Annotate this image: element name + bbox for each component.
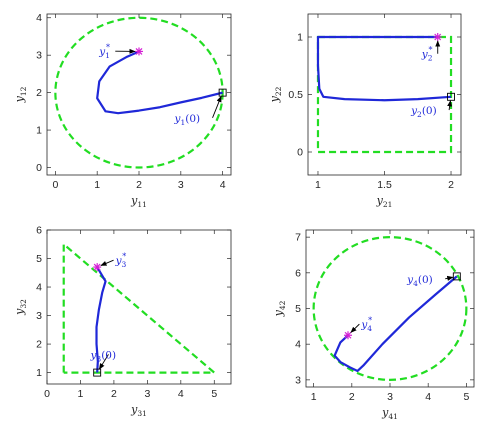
x-axis-label: y11	[130, 194, 147, 209]
trajectory-line	[333, 275, 458, 373]
y-tick-label: 4	[36, 282, 42, 294]
start-marker	[218, 88, 227, 97]
x-tick-label: 3	[387, 391, 393, 403]
x-tick-label: 1	[78, 388, 84, 400]
y-tick-label: 3	[36, 50, 42, 62]
y-tick-label: 0	[36, 162, 42, 174]
y-tick-label: 7	[295, 232, 301, 244]
start-label: y4(0)	[406, 274, 433, 288]
target-label: y2*	[421, 46, 433, 63]
y-tick-label: 3	[36, 310, 42, 322]
subplot-2: y2* y2(0) 1 1.5 2 0 0.5 1 y21 y22	[268, 13, 462, 209]
start-label: y2(0)	[410, 105, 437, 119]
target-marker	[93, 263, 102, 272]
trajectory-line	[316, 35, 452, 102]
annotation-arrow	[100, 259, 114, 266]
axes-box	[305, 229, 475, 388]
x-tick-label: 2	[448, 179, 454, 191]
y-axis-label: y22	[268, 86, 283, 103]
boundary-circle	[54, 16, 224, 169]
start-label: y3(0)	[89, 349, 116, 363]
start-label: y1(0)	[174, 113, 201, 127]
annotation-arrow	[98, 354, 109, 370]
y-tick-label: 3	[295, 374, 301, 386]
x-tick-label: 5	[211, 388, 217, 400]
x-tick-label: 2	[136, 179, 142, 191]
x-tick-label: 4	[425, 391, 431, 403]
axes-box	[46, 229, 232, 385]
y-axis-label: y32	[13, 299, 28, 316]
subplot-4: y4* y4(0) 1 2 3 4 5 3 4 5 6 7 y41 y42	[272, 229, 475, 421]
boundary-triangle	[62, 241, 218, 374]
y-tick-label: 0.5	[288, 89, 303, 101]
x-tick-label: 3	[178, 179, 184, 191]
x-axis-label: y41	[381, 406, 398, 421]
boundary-circle	[312, 236, 468, 381]
x-tick-label: 0	[44, 388, 50, 400]
target-label: y4*	[360, 316, 372, 333]
x-tick-label: 1	[315, 179, 321, 191]
y-tick-label: 0	[297, 147, 303, 159]
y-tick-label: 2	[36, 87, 42, 99]
target-label: y3*	[115, 252, 127, 269]
annotation-arrow	[445, 275, 454, 281]
y-tick-label: 4	[36, 12, 42, 24]
target-marker	[344, 331, 352, 340]
x-tick-label: 1	[94, 179, 100, 191]
x-tick-label: 2	[349, 391, 355, 403]
annotation-arrow	[212, 95, 222, 118]
y-tick-label: 1	[36, 367, 42, 379]
subplot-1: y1* y1(0) 0 1 2 3 4 0 1 2 3 4 y11 y12	[13, 12, 232, 209]
start-marker	[93, 368, 102, 377]
annotation-arrow	[350, 323, 360, 333]
target-marker	[135, 47, 143, 56]
y-tick-label: 2	[36, 339, 42, 351]
x-tick-label: 1	[311, 391, 317, 403]
x-tick-label: 5	[463, 391, 469, 403]
trajectory-line	[96, 50, 223, 115]
y-tick-label: 5	[36, 253, 42, 265]
target-marker	[433, 33, 442, 41]
y-tick-label: 6	[295, 267, 301, 279]
annotation-arrow	[447, 100, 453, 111]
x-tick-label: 4	[178, 388, 184, 400]
x-tick-label: 2	[111, 388, 117, 400]
target-label: y1*	[98, 43, 110, 60]
y-tick-label: 6	[36, 225, 42, 237]
x-axis-label: y31	[130, 403, 147, 418]
y-tick-label: 5	[295, 303, 301, 315]
x-tick-label: 1.5	[377, 179, 392, 191]
axes-box	[46, 13, 232, 176]
y-axis-label: y42	[272, 300, 287, 317]
x-axis-label: y21	[376, 194, 393, 209]
y-tick-label: 1	[297, 32, 303, 44]
x-tick-label: 0	[52, 179, 58, 191]
x-tick-label: 3	[144, 388, 150, 400]
y-axis-label: y12	[13, 86, 28, 103]
trajectory-line	[95, 266, 107, 373]
x-tick-label: 4	[220, 179, 226, 191]
y-tick-label: 4	[295, 339, 301, 351]
y-tick-label: 1	[36, 125, 42, 137]
